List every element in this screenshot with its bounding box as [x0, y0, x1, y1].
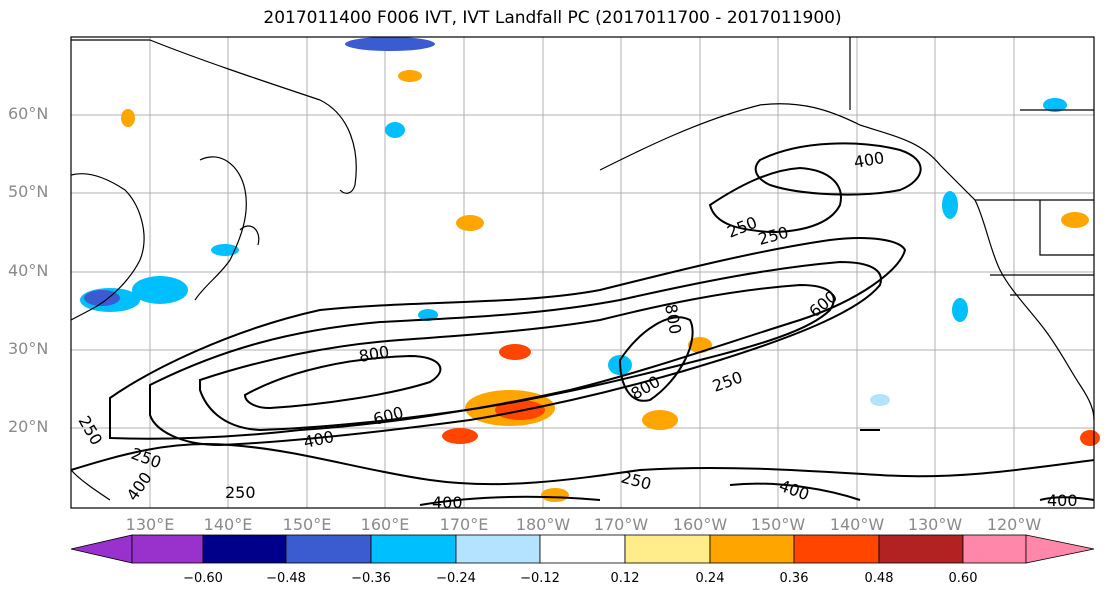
contour-400: [754, 142, 922, 196]
colorbar-extend-high: [1025, 534, 1095, 564]
shade-blob-positive: [688, 337, 712, 353]
colorbar-tick-label: −0.60: [183, 571, 223, 586]
contour-400: [729, 482, 861, 501]
shade-blob-negative: [942, 191, 958, 219]
shade-blob-negative: [132, 276, 188, 304]
contour-800: [243, 354, 442, 410]
colorbar-bin: [624, 534, 711, 564]
colorbar-bin: [455, 534, 541, 564]
lon-label: 180°W: [515, 515, 571, 534]
contour-600: [199, 283, 835, 432]
lon-label: 160°E: [360, 515, 410, 534]
colorbar-bin: [709, 534, 795, 564]
colorbar-tick-label: 0.12: [610, 571, 640, 586]
shade-blob-negative: [211, 244, 239, 256]
colorbar: [70, 534, 1095, 564]
contour-label: 400: [1047, 491, 1078, 510]
shade-blob-positive: [499, 344, 531, 360]
coastlines: [70, 37, 1095, 501]
contour-label: 400: [432, 493, 463, 512]
lon-label: 140°W: [829, 515, 885, 534]
lon-label: 120°W: [986, 515, 1042, 534]
lat-label: 20°N: [8, 417, 49, 436]
shade-blob-negative: [952, 298, 968, 322]
colorbar-extend-low: [70, 534, 133, 564]
colorbar-tick-label: −0.12: [520, 571, 560, 586]
lon-label: 150°W: [750, 515, 806, 534]
contour-800: [618, 316, 694, 402]
ivt-pc-shading: [80, 37, 1100, 502]
contour-250: [109, 237, 907, 440]
colorbar-bin: [793, 534, 880, 564]
shade-blob-positive: [541, 488, 569, 502]
lat-label: 50°N: [8, 182, 49, 201]
lon-label: 160°W: [672, 515, 728, 534]
lon-label: 130°W: [907, 515, 963, 534]
shade-blob-positive: [642, 410, 678, 430]
lat-label: 30°N: [8, 339, 49, 358]
shade-blob-positive: [1061, 212, 1089, 228]
lon-label: 170°E: [439, 515, 489, 534]
shade-blob-positive: [121, 109, 135, 127]
map-border: [70, 36, 1095, 509]
lon-label: 130°E: [125, 515, 175, 534]
lat-label: 60°N: [8, 104, 49, 123]
colorbar-bin: [370, 534, 457, 564]
colorbar-bin: [202, 534, 287, 564]
ivt-contours: [70, 142, 1095, 506]
shade-blob-positive: [1080, 430, 1100, 446]
lon-label: 140°E: [203, 515, 253, 534]
shade-blob-positive: [398, 70, 422, 82]
contour-250: [70, 443, 1095, 486]
shade-blob-negative: [870, 394, 890, 406]
contour-400: [1039, 496, 1095, 501]
colorbar-tick-label: 0.48: [864, 571, 894, 586]
colorbar-tick-label: 0.60: [948, 571, 978, 586]
lat-label: 40°N: [8, 261, 49, 280]
lon-label: 170°W: [593, 515, 649, 534]
colorbar-tick-label: −0.48: [266, 571, 306, 586]
colorbar-bin: [878, 534, 964, 564]
shade-blob-negative: [385, 122, 405, 138]
shade-blob-positive: [456, 215, 484, 231]
shade-blob-negative: [418, 309, 438, 321]
colorbar-bin: [962, 534, 1027, 564]
contour-label: 250: [225, 483, 256, 502]
lon-label: 150°E: [282, 515, 332, 534]
map-title: 2017011400 F006 IVT, IVT Landfall PC (20…: [263, 8, 842, 28]
contour-250: [708, 166, 842, 234]
shade-blob-positive: [442, 428, 478, 444]
contour-400: [419, 495, 601, 506]
shade-blob-negative: [1043, 98, 1067, 112]
colorbar-tick-label: −0.24: [436, 571, 476, 586]
shade-blob-negative: [84, 290, 120, 306]
contour-400: [149, 260, 882, 447]
colorbar-tick-label: −0.36: [351, 571, 391, 586]
colorbar-bin: [285, 534, 372, 564]
colorbar-bin: [539, 534, 626, 564]
shade-blob-negative: [345, 37, 435, 51]
colorbar-tick-label: 0.24: [695, 571, 725, 586]
colorbar-bin: [131, 534, 204, 564]
colorbar-tick-label: 0.36: [779, 571, 809, 586]
